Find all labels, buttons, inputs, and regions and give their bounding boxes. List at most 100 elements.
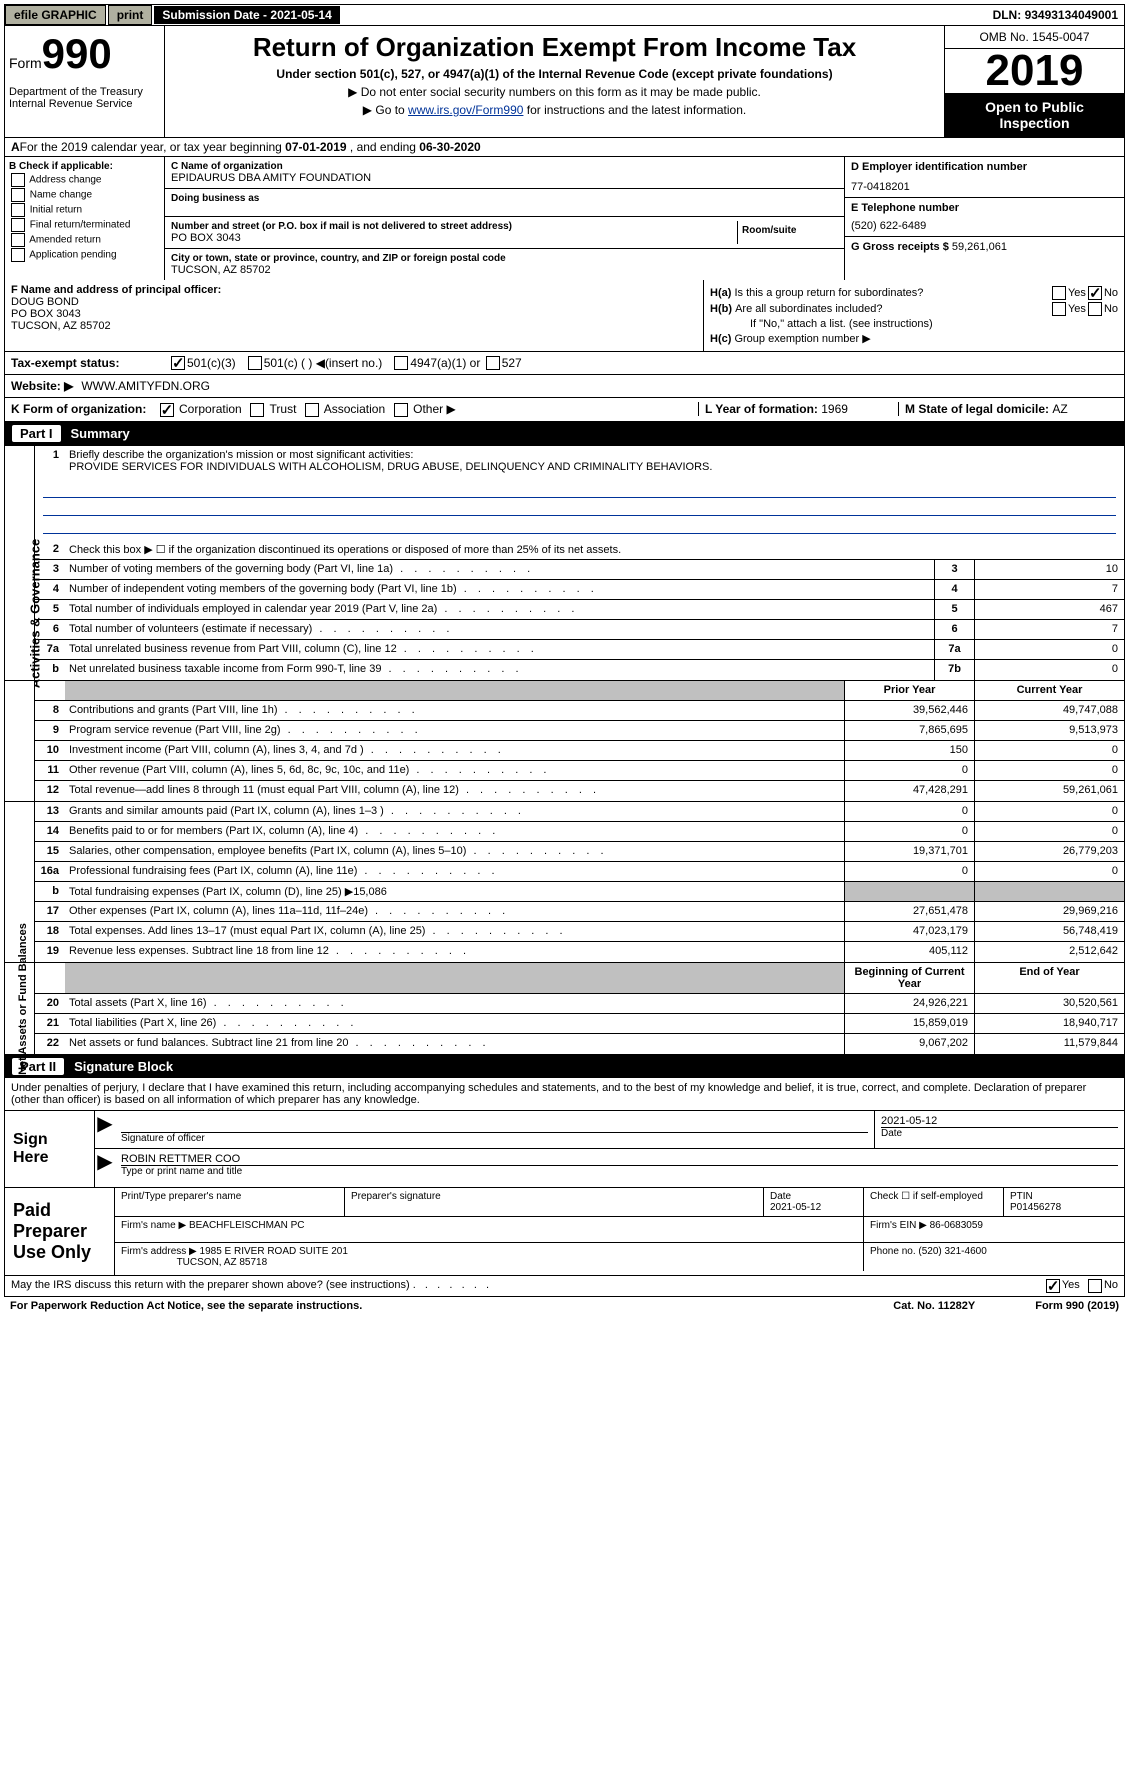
efile-link[interactable]: efile GRAPHIC <box>5 5 106 25</box>
form-header: Form990 Department of the Treasury Inter… <box>4 26 1125 138</box>
table-row: 11Other revenue (Part VIII, column (A), … <box>35 761 1124 781</box>
discuss-row: May the IRS discuss this return with the… <box>4 1276 1125 1297</box>
table-row: bNet unrelated business taxable income f… <box>35 660 1124 680</box>
firm-addr1: 1985 E RIVER ROAD SUITE 201 <box>200 1246 348 1257</box>
table-row: 17Other expenses (Part IX, column (A), l… <box>35 902 1124 922</box>
table-row: 12Total revenue—add lines 8 through 11 (… <box>35 781 1124 801</box>
sign-here-label: Sign Here <box>5 1111 95 1187</box>
sig-officer-label: Signature of officer <box>121 1133 868 1144</box>
table-row: 7aTotal unrelated business revenue from … <box>35 640 1124 660</box>
dba-label: Doing business as <box>171 193 838 204</box>
officer-name: DOUG BOND <box>11 296 79 308</box>
perjury-text: Under penalties of perjury, I declare th… <box>4 1078 1125 1111</box>
prep-date: 2021-05-12 <box>770 1202 821 1213</box>
addr: PO BOX 3043 <box>171 232 737 244</box>
form-subtitle: Under section 501(c), 527, or 4947(a)(1)… <box>171 67 938 81</box>
part2-header: Part IISignature Block <box>4 1055 1125 1078</box>
tax-year: 2019 <box>945 49 1124 93</box>
form-number: Form990 <box>9 30 160 78</box>
part1-header: Part ISummary <box>4 422 1125 445</box>
501c-check[interactable] <box>248 356 262 370</box>
sig-date: 2021-05-12 <box>881 1115 1118 1128</box>
table-row: 5Total number of individuals employed in… <box>35 600 1124 620</box>
begin-year-header: Beginning of Current Year <box>844 963 974 993</box>
room-label: Room/suite <box>742 225 834 236</box>
table-row: 6Total number of volunteers (estimate if… <box>35 620 1124 640</box>
box-b-item[interactable]: Name change <box>9 188 160 202</box>
current-year-header: Current Year <box>974 681 1124 700</box>
state-domicile: AZ <box>1052 402 1067 416</box>
officer-addr1: PO BOX 3043 <box>11 308 81 320</box>
box-c: C Name of organization EPIDAURUS DBA AMI… <box>165 157 844 280</box>
corp-check[interactable] <box>160 403 174 417</box>
hb-no[interactable] <box>1088 302 1102 316</box>
box-f: F Name and address of principal officer:… <box>5 280 704 351</box>
ha-no[interactable] <box>1088 286 1102 300</box>
table-row: 21Total liabilities (Part X, line 26)15,… <box>35 1014 1124 1034</box>
box-b-item[interactable]: Address change <box>9 173 160 187</box>
city-label: City or town, state or province, country… <box>171 253 838 264</box>
box-b: B Check if applicable: Address change Na… <box>5 157 165 280</box>
line1-text: Briefly describe the organization's miss… <box>69 449 413 461</box>
discuss-no[interactable] <box>1088 1279 1102 1293</box>
irs-link[interactable]: www.irs.gov/Form990 <box>408 103 523 117</box>
table-row: 3Number of voting members of the governi… <box>35 560 1124 580</box>
prep-sig-label: Preparer's signature <box>345 1188 764 1216</box>
end-year-header: End of Year <box>974 963 1124 993</box>
box-d: D Employer identification number 77-0418… <box>844 157 1124 280</box>
submission-date: Submission Date - 2021-05-14 <box>154 6 339 24</box>
box-b-item[interactable]: Amended return <box>9 233 160 247</box>
website-url: WWW.AMITYFDN.ORG <box>81 379 210 393</box>
phone-label: E Telephone number <box>851 202 959 214</box>
line-k: K Form of organization: Corporation Trus… <box>4 398 1125 422</box>
ein: 77-0418201 <box>851 181 1118 193</box>
table-row: bTotal fundraising expenses (Part IX, co… <box>35 882 1124 902</box>
discuss-yes[interactable] <box>1046 1279 1060 1293</box>
501c3-check[interactable] <box>171 356 185 370</box>
net-label: Net Assets or Fund Balances <box>17 923 29 1075</box>
table-row: 20Total assets (Part X, line 16)24,926,2… <box>35 994 1124 1014</box>
gov-label: Activities & Governance <box>27 539 42 689</box>
phone: (520) 622-6489 <box>851 220 1118 232</box>
top-bar: efile GRAPHIC print Submission Date - 20… <box>4 4 1125 26</box>
ha-yes[interactable] <box>1052 286 1066 300</box>
table-row: 22Net assets or fund balances. Subtract … <box>35 1034 1124 1054</box>
self-employed: Check ☐ if self-employed <box>864 1188 1004 1216</box>
box-b-item[interactable]: Application pending <box>9 248 160 262</box>
527-check[interactable] <box>486 356 500 370</box>
firm-name: BEACHFLEISCHMAN PC <box>189 1220 305 1231</box>
open-public: Open to Public Inspection <box>945 93 1124 137</box>
table-row: 14Benefits paid to or for members (Part … <box>35 822 1124 842</box>
table-row: 18Total expenses. Add lines 13–17 (must … <box>35 922 1124 942</box>
print-button[interactable]: print <box>108 5 153 25</box>
line-a: AFor the 2019 calendar year, or tax year… <box>4 138 1125 157</box>
footer: For Paperwork Reduction Act Notice, see … <box>4 1297 1125 1315</box>
table-row: 15Salaries, other compensation, employee… <box>35 842 1124 862</box>
table-row: 10Investment income (Part VIII, column (… <box>35 741 1124 761</box>
hb-yes[interactable] <box>1052 302 1066 316</box>
ein-label: D Employer identification number <box>851 161 1027 173</box>
table-row: 8Contributions and grants (Part VIII, li… <box>35 701 1124 721</box>
table-row: 19Revenue less expenses. Subtract line 1… <box>35 942 1124 962</box>
city: TUCSON, AZ 85702 <box>171 264 838 276</box>
form-title: Return of Organization Exempt From Incom… <box>171 32 938 63</box>
website-row: Website: ▶ WWW.AMITYFDN.ORG <box>4 375 1125 398</box>
trust-check[interactable] <box>250 403 264 417</box>
table-row: 9Program service revenue (Part VIII, lin… <box>35 721 1124 741</box>
firm-phone: (520) 321-4600 <box>918 1246 986 1257</box>
table-row: 4Number of independent voting members of… <box>35 580 1124 600</box>
other-check[interactable] <box>394 403 408 417</box>
assoc-check[interactable] <box>305 403 319 417</box>
tax-exempt-row: Tax-exempt status: 501(c)(3) 501(c) ( ) … <box>4 352 1125 375</box>
sig-name: ROBIN RETTMER COO <box>121 1153 1118 1166</box>
addr-label: Number and street (or P.O. box if mail i… <box>171 221 737 232</box>
box-b-item[interactable]: Final return/terminated <box>9 218 160 232</box>
firm-addr2: TUCSON, AZ 85718 <box>177 1257 268 1268</box>
org-name: EPIDAURUS DBA AMITY FOUNDATION <box>171 172 838 184</box>
box-h: H(a) Is this a group return for subordin… <box>704 280 1124 351</box>
mission: PROVIDE SERVICES FOR INDIVIDUALS WITH AL… <box>69 461 1120 473</box>
box-b-item[interactable]: Initial return <box>9 203 160 217</box>
4947-check[interactable] <box>394 356 408 370</box>
gross-label: G Gross receipts $ <box>851 241 952 253</box>
prep-name-label: Print/Type preparer's name <box>115 1188 345 1216</box>
